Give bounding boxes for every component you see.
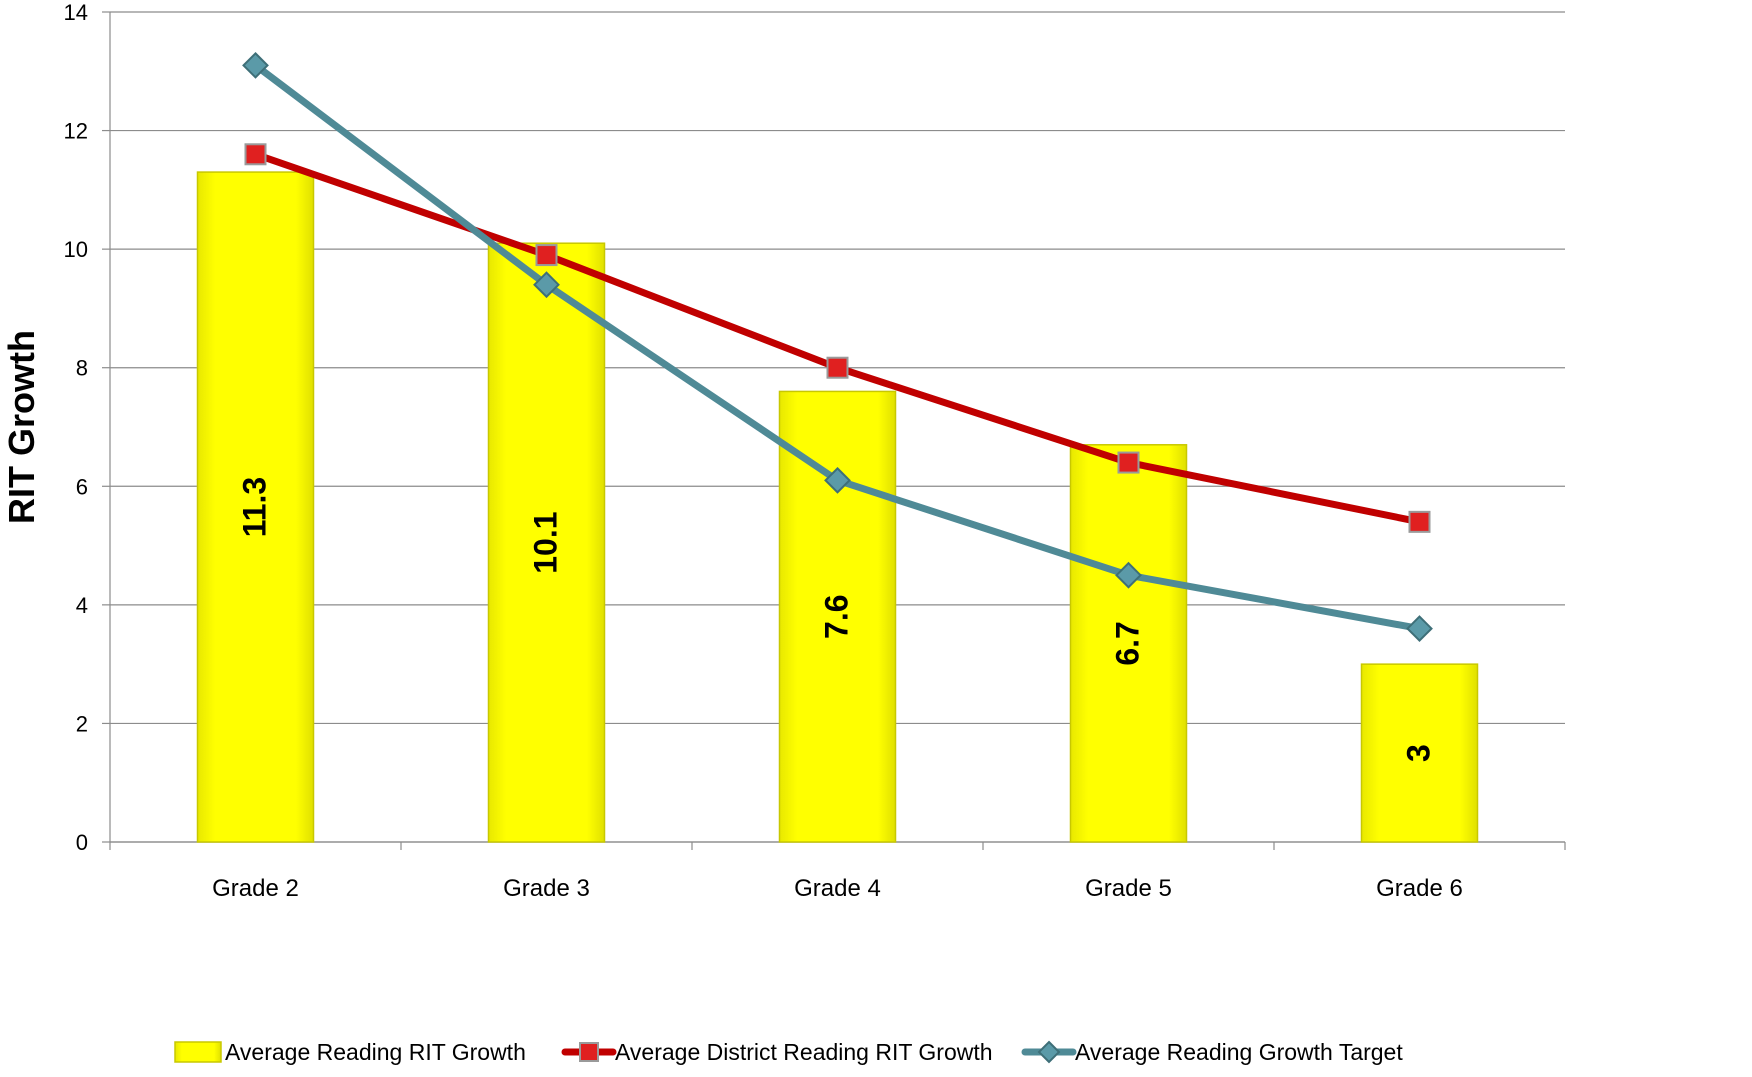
y-axis-title: RIT Growth — [1, 330, 42, 524]
diamond-marker — [1408, 617, 1432, 641]
legend-label: Average District Reading RIT Growth — [615, 1039, 993, 1065]
legend: Average Reading RIT Growth Average Distri… — [175, 1039, 1403, 1065]
legend-marker — [1039, 1042, 1059, 1062]
y-tick-label: 12 — [64, 119, 88, 144]
x-tick-label: Grade 3 — [503, 875, 590, 902]
legend-label: Average Reading RIT Growth — [225, 1039, 526, 1065]
x-tick-label: Grade 5 — [1085, 875, 1172, 902]
square-marker — [537, 245, 557, 265]
y-tick-label: 6 — [76, 474, 88, 499]
bar-data-label: 7.6 — [819, 594, 855, 638]
y-tick-label: 14 — [64, 0, 88, 25]
y-tick-label: 8 — [76, 356, 88, 381]
square-marker — [1410, 512, 1430, 532]
bar-series — [198, 172, 1478, 842]
x-tick-label: Grade 4 — [794, 875, 881, 902]
y-tick-label: 2 — [76, 711, 88, 736]
y-tick-label: 0 — [76, 830, 88, 855]
bar-data-label: 6.7 — [1110, 621, 1146, 665]
x-tick-label: Grade 6 — [1376, 875, 1463, 902]
x-tick-label: Grade 2 — [212, 875, 299, 902]
bar-data-label: 10.1 — [528, 511, 564, 573]
square-marker — [246, 144, 266, 164]
square-marker — [1119, 453, 1139, 473]
legend-marker — [580, 1043, 598, 1061]
y-tick-label: 10 — [64, 237, 88, 262]
y-tick-label: 4 — [76, 593, 88, 618]
square-marker — [828, 358, 848, 378]
legend-swatch — [175, 1042, 221, 1062]
bar-data-label: 11.3 — [237, 477, 273, 538]
bar-data-label: 3 — [1401, 744, 1437, 762]
legend-label: Average Reading Growth Target — [1075, 1039, 1403, 1065]
